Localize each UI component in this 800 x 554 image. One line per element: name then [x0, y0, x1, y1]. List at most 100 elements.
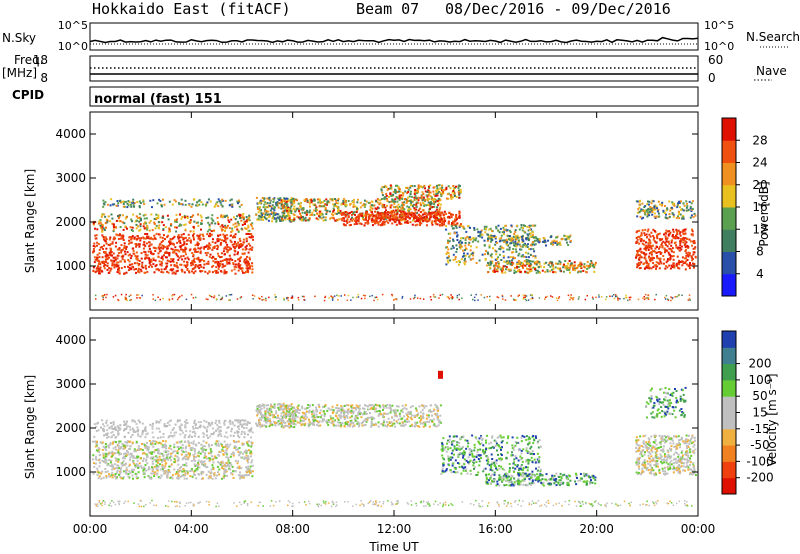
data-pixel	[509, 231, 512, 234]
data-pixel	[104, 215, 107, 218]
data-pixel	[286, 212, 289, 215]
data-pixel	[406, 200, 409, 203]
data-pixel	[201, 203, 204, 206]
data-pixel	[224, 215, 227, 218]
data-pixel	[328, 297, 330, 299]
data-pixel	[221, 259, 224, 262]
data-pixel	[117, 264, 120, 267]
data-pixel	[145, 469, 148, 472]
data-pixel	[395, 216, 398, 219]
data-pixel	[300, 208, 303, 211]
data-pixel	[180, 255, 183, 258]
data-pixel	[362, 294, 365, 297]
data-pixel	[494, 262, 497, 265]
data-pixel	[647, 244, 650, 247]
data-pixel	[420, 222, 423, 225]
data-pixel	[417, 184, 420, 187]
data-pixel	[225, 470, 228, 473]
data-pixel	[103, 261, 106, 264]
data-pixel	[409, 208, 412, 211]
data-pixel	[430, 299, 432, 301]
data-pixel	[111, 468, 114, 471]
data-pixel	[105, 218, 108, 221]
data-pixel	[522, 224, 525, 227]
data-pixel	[570, 294, 572, 296]
data-pixel	[678, 249, 681, 252]
data-pixel	[126, 251, 129, 254]
data-pixel	[206, 233, 209, 236]
freq-unit: [MHz]	[2, 66, 38, 80]
data-pixel	[636, 266, 638, 269]
data-pixel	[638, 254, 641, 257]
data-pixel	[376, 201, 379, 204]
data-pixel	[536, 260, 539, 263]
data-pixel	[208, 223, 211, 226]
data-pixel	[94, 271, 97, 274]
data-pixel	[650, 202, 653, 205]
data-pixel	[401, 218, 404, 221]
data-pixel	[569, 234, 572, 237]
data-pixel	[259, 298, 261, 300]
data-pixel	[213, 295, 216, 297]
data-pixel	[393, 219, 396, 222]
data-pixel	[395, 209, 397, 212]
data-pixel	[171, 260, 174, 262]
data-pixel	[694, 214, 697, 217]
data-pixel	[115, 467, 118, 470]
data-pixel	[150, 443, 152, 446]
data-pixel	[370, 206, 372, 209]
data-pixel	[234, 459, 237, 462]
data-pixel	[180, 236, 183, 239]
data-pixel	[390, 212, 393, 215]
data-pixel	[228, 462, 231, 465]
data-pixel	[648, 256, 651, 259]
data-pixel	[531, 234, 534, 237]
data-pixel	[337, 299, 339, 301]
data-pixel	[172, 237, 175, 240]
data-pixel	[188, 204, 191, 207]
data-pixel	[176, 266, 179, 269]
data-pixel	[247, 474, 250, 476]
data-pixel	[545, 296, 547, 299]
data-pixel	[189, 230, 192, 233]
data-pixel	[397, 186, 400, 189]
data-pixel	[198, 450, 200, 453]
data-pixel	[139, 223, 142, 226]
data-pixel	[417, 186, 420, 189]
data-pixel	[414, 211, 417, 214]
data-pixel	[439, 187, 442, 190]
data-pixel	[459, 188, 462, 191]
data-pixel	[672, 228, 675, 231]
data-pixel	[689, 262, 691, 264]
data-pixel	[389, 219, 392, 222]
data-pixel	[210, 471, 213, 474]
data-pixel	[142, 459, 145, 462]
data-pixel	[344, 224, 347, 227]
data-pixel	[138, 213, 141, 216]
data-pixel	[495, 253, 498, 256]
data-pixel	[159, 263, 162, 266]
data-pixel	[114, 446, 117, 448]
data-pixel	[445, 212, 448, 215]
data-pixel	[383, 221, 385, 224]
data-pixel	[122, 457, 124, 460]
data-pixel	[173, 446, 176, 449]
data-pixel	[384, 211, 386, 214]
data-pixel	[512, 242, 515, 244]
data-pixel	[315, 206, 318, 209]
data-pixel	[123, 242, 126, 245]
data-pixel	[570, 297, 573, 299]
data-pixel	[117, 441, 120, 444]
data-pixel	[94, 457, 97, 460]
data-pixel	[686, 259, 689, 261]
data-pixel	[490, 253, 493, 256]
data-pixel	[198, 199, 201, 202]
data-pixel	[518, 294, 520, 296]
data-pixel	[511, 239, 514, 242]
data-pixel	[192, 440, 195, 443]
data-pixel	[148, 265, 151, 268]
data-pixel	[275, 202, 278, 205]
data-pixel	[290, 197, 293, 199]
data-pixel	[211, 241, 214, 244]
data-pixel	[668, 230, 671, 232]
